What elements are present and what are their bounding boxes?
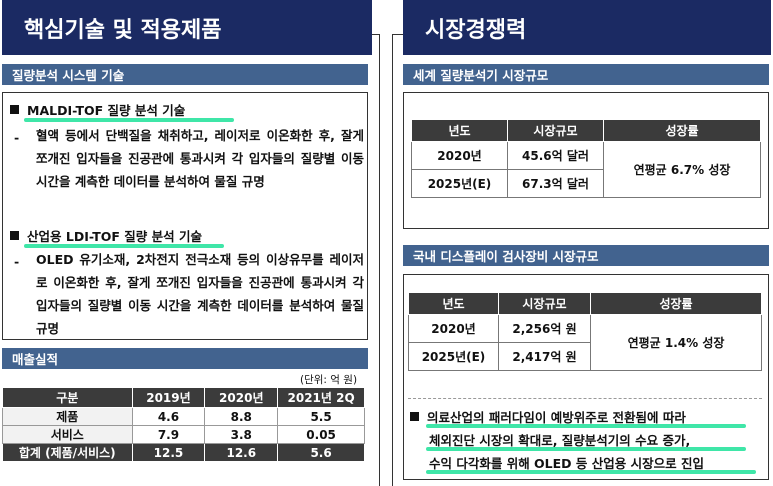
highlight-underline <box>24 118 234 122</box>
table-row: 2020년 2,256억 원 연평균 1.4% 성장 <box>408 314 762 371</box>
table-row: 제품 4.6 8.8 5.5 <box>2 407 365 426</box>
section-mass-spec: 질량분석 시스템 기술 <box>2 64 368 85</box>
table-header-row: 구분 2019년 2020년 2021년 2Q <box>2 387 365 408</box>
note-line-1: 의료산업의 패러다임이 예방위주로 전환됨에 따라 <box>410 407 686 426</box>
section-global-market: 세계 질량분석기 시장규모 <box>403 64 769 85</box>
display-market-table: 년도 시장규모 성장률 2020년 2,256억 원 연평균 1.4% 성장 2… <box>408 292 762 371</box>
unit-label: (단위: 억 원) <box>300 374 358 386</box>
tech2-title: 산업용 LDI-TOF 질량 분석 기술 <box>10 226 202 245</box>
table-header: 시장규모 <box>498 292 591 315</box>
table-header-row: 년도 시장규모 성장률 <box>408 292 762 315</box>
square-bullet-icon <box>10 105 19 114</box>
square-bullet-icon <box>10 231 19 240</box>
table-cell: 2,256억 원 <box>498 314 591 343</box>
table-header: 년도 <box>411 119 508 142</box>
table-cell: 3.8 <box>204 425 279 444</box>
table-cell: 12.6 <box>204 443 279 462</box>
growth-cell: 연평균 1.4% 성장 <box>590 314 762 371</box>
table-cell: 12.5 <box>131 443 206 462</box>
table-cell: 45.6억 달러 <box>507 141 604 170</box>
dash-bullet: - <box>14 254 20 269</box>
divider <box>408 398 762 399</box>
table-row: 서비스 7.9 3.8 0.05 <box>2 425 365 444</box>
table-cell: 8.8 <box>204 407 279 426</box>
note-line-3: 수익 다각화를 위해 OLED 등 산업용 시장으로 진입 <box>429 456 704 471</box>
tech2-description: OLED 유기소재, 2차전지 전극소재 등의 이상유무를 레이저로 이온화한 … <box>36 252 364 336</box>
table-cell: 4.6 <box>131 407 206 426</box>
section-display-market: 국내 디스플레이 검사장비 시장규모 <box>403 245 769 266</box>
table-cell: 서비스 <box>2 425 133 444</box>
table-row: 2025년(E) 2,417억 원 <box>408 342 762 371</box>
tech1-title: MALDI-TOF 질량 분석 기술 <box>10 100 185 119</box>
left-title: 핵심기술 및 적용제품 <box>2 0 372 55</box>
right-bracket-side <box>392 34 393 486</box>
table-header-row: 년도 시장규모 성장률 <box>411 119 761 142</box>
table-cell: 2020년 <box>408 314 499 343</box>
table-header: 성장률 <box>603 119 761 142</box>
note-line-2: 체외진단 시장의 확대로, 질량분석기의 수요 증가, <box>429 433 691 448</box>
table-cell: 2,417억 원 <box>498 342 591 371</box>
table-header: 2019년 <box>131 387 206 408</box>
table-row-total: 합계 (제품/서비스) 12.5 12.6 5.6 <box>2 443 365 462</box>
highlight-underline <box>426 470 756 474</box>
table-cell: 2025년(E) <box>408 342 499 371</box>
growth-cell: 연평균 6.7% 성장 <box>603 141 761 198</box>
section-sales: 매출실적 <box>2 348 368 369</box>
table-header: 구분 <box>2 387 133 408</box>
square-bullet-icon <box>410 412 419 421</box>
table-header: 2020년 <box>204 387 279 408</box>
table-cell: 2020년 <box>411 141 508 170</box>
highlight-underline <box>426 424 746 428</box>
table-header: 성장률 <box>590 292 762 315</box>
table-cell: 5.6 <box>277 443 365 462</box>
right-panel: 시장경쟁력 <box>403 0 771 55</box>
table-row: 2025년(E) 67.3억 달러 <box>411 169 761 198</box>
table-header: 시장규모 <box>507 119 604 142</box>
dash-bullet: - <box>14 130 20 145</box>
right-bracket-top <box>392 34 404 35</box>
left-panel: 핵심기술 및 적용제품 <box>2 0 372 55</box>
table-header: 년도 <box>408 292 499 315</box>
table-cell: 2025년(E) <box>411 169 508 198</box>
highlight-underline <box>24 244 224 248</box>
right-title: 시장경쟁력 <box>403 0 771 55</box>
global-market-table: 년도 시장규모 성장률 2020년 45.6억 달러 연평균 6.7% 성장 2… <box>411 119 761 198</box>
tech1-description: 혈액 등에서 단백질을 채취하고, 레이저로 이온화한 후, 잘게 쪼개진 입자… <box>36 128 364 189</box>
table-cell: 제품 <box>2 407 133 426</box>
left-bracket-top <box>372 34 380 35</box>
table-cell: 7.9 <box>131 425 206 444</box>
left-bracket-side <box>379 34 380 486</box>
table-cell: 5.5 <box>277 407 365 426</box>
table-cell: 합계 (제품/서비스) <box>2 443 133 462</box>
table-row: 2020년 45.6억 달러 연평균 6.7% 성장 <box>411 141 761 198</box>
table-header: 2021년 2Q <box>277 387 365 408</box>
tech-box <box>2 92 368 340</box>
highlight-underline <box>426 447 746 451</box>
sales-table: 구분 2019년 2020년 2021년 2Q 제품 4.6 8.8 5.5 서… <box>2 387 365 462</box>
table-cell: 0.05 <box>277 425 365 444</box>
table-cell: 67.3억 달러 <box>507 169 604 198</box>
